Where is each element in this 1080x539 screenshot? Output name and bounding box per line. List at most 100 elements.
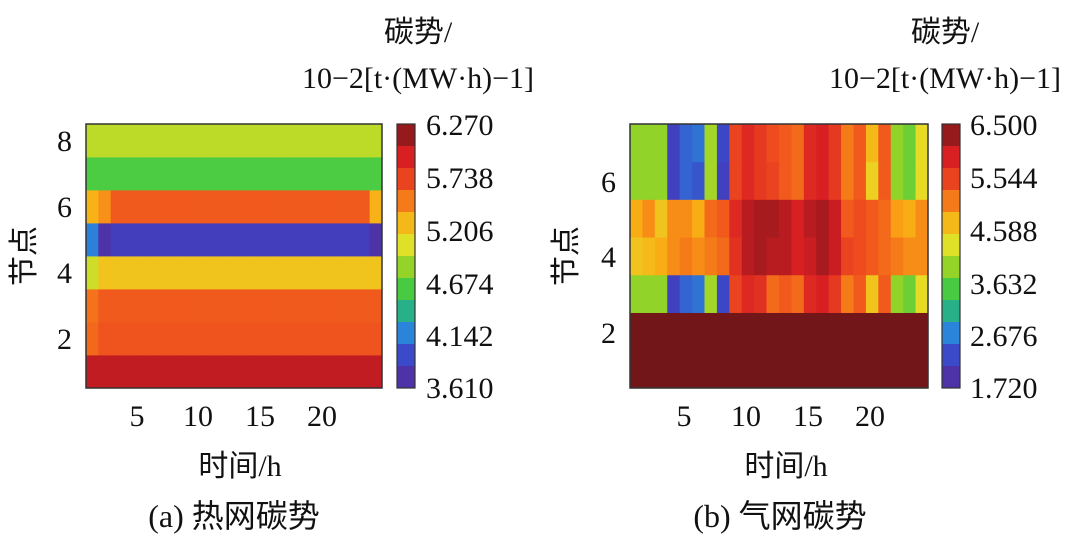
heatmap-cell xyxy=(221,190,235,224)
heatmap-cell xyxy=(345,289,358,323)
heatmap-cell xyxy=(630,350,643,389)
heatmap-cell xyxy=(716,199,730,238)
panel-b-y-ticks: 2 4 6 xyxy=(601,166,616,350)
heatmap-cell xyxy=(86,223,99,257)
heatmap-cell xyxy=(692,199,705,238)
heatmap-cell xyxy=(741,350,755,389)
heatmap-cell xyxy=(160,289,173,323)
heatmap-cell xyxy=(98,256,112,290)
heatmap-cell xyxy=(729,312,743,351)
heatmap-cell xyxy=(692,161,705,200)
heatmap-cell xyxy=(357,256,371,290)
heatmap-cell xyxy=(234,223,247,257)
heatmap-cell xyxy=(791,161,805,200)
panel-a-y-axis-label: 节点 xyxy=(8,226,41,286)
heatmap-cell xyxy=(828,312,842,351)
heatmap-cell xyxy=(332,190,346,224)
colorbar-segment xyxy=(942,168,960,191)
heatmap-cell xyxy=(172,157,186,191)
heatmap-cell xyxy=(209,124,223,158)
panel-b-colorbar-tick: 5.544 xyxy=(970,162,1038,195)
heatmap-cell xyxy=(308,157,321,191)
heatmap-cell xyxy=(865,124,879,163)
colorbar-segment xyxy=(942,190,960,213)
heatmap-cell xyxy=(283,355,297,389)
heatmap-cell xyxy=(828,161,842,200)
heatmap-cell xyxy=(729,237,743,276)
heatmap-cell xyxy=(209,322,223,356)
colorbar-segment xyxy=(942,322,960,345)
heatmap-cell xyxy=(295,223,309,257)
heatmap-cell xyxy=(667,350,681,389)
heatmap-cell xyxy=(754,274,767,313)
heatmap-cell xyxy=(320,223,334,257)
heatmap-cell xyxy=(160,223,173,257)
panel-a-colorbar-title: 碳势/ xyxy=(384,16,453,49)
panel-b-caption: (b) 气网碳势 xyxy=(693,498,866,534)
heatmap-cell xyxy=(816,312,830,351)
heatmap-cell xyxy=(754,199,767,238)
heatmap-cell xyxy=(779,124,792,163)
heatmap-cell xyxy=(197,256,210,290)
heatmap-cell xyxy=(357,355,371,389)
heatmap-cell xyxy=(332,355,346,389)
heatmap-cell xyxy=(841,237,854,276)
heatmap-cell xyxy=(828,124,842,163)
heatmap-cell xyxy=(828,274,842,313)
heatmap-cell xyxy=(766,161,780,200)
heatmap-cell xyxy=(679,124,693,163)
heatmap-cell xyxy=(816,274,830,313)
heatmap-cell xyxy=(147,190,161,224)
heatmap-cell xyxy=(828,199,842,238)
heatmap-cell xyxy=(828,350,842,389)
heatmap-cell xyxy=(915,199,929,238)
heatmap-cell xyxy=(184,355,198,389)
heatmap-cell xyxy=(320,124,334,158)
heatmap-cell xyxy=(679,199,693,238)
panel-b-colorbar-tick: 1.720 xyxy=(970,372,1038,405)
heatmap-cell xyxy=(679,274,693,313)
heatmap-cell xyxy=(332,124,346,158)
heatmap-cell xyxy=(197,124,210,158)
heatmap-cell xyxy=(234,322,247,356)
heatmap-cell xyxy=(246,289,260,323)
heatmap-cell xyxy=(679,161,693,200)
heatmap-cell xyxy=(791,350,805,389)
panel-b-y-tick: 2 xyxy=(601,317,616,350)
heatmap-cell xyxy=(766,274,780,313)
heatmap-cell xyxy=(779,350,792,389)
heatmap-cell xyxy=(791,199,805,238)
heatmap-cell xyxy=(642,274,656,313)
heatmap-cell xyxy=(271,322,284,356)
heatmap-cell xyxy=(803,124,817,163)
heatmap-cell xyxy=(841,124,854,163)
heatmap-cell xyxy=(221,289,235,323)
heatmap-cell xyxy=(667,161,681,200)
heatmap-cell xyxy=(86,157,99,191)
colorbar-segment xyxy=(397,124,415,147)
heatmap-cell xyxy=(320,190,334,224)
heatmap-cell xyxy=(172,124,186,158)
heatmap-cell xyxy=(878,237,892,276)
heatmap-cell xyxy=(654,312,668,351)
heatmap-cell xyxy=(308,124,321,158)
heatmap-cell xyxy=(160,355,173,389)
heatmap-cell xyxy=(160,124,173,158)
panel-a-colorbar-tick: 5.206 xyxy=(426,215,494,248)
heatmap-cell xyxy=(890,350,904,389)
heatmap-cell xyxy=(320,157,334,191)
heatmap-cell xyxy=(779,199,792,238)
panel-b-x-tick: 10 xyxy=(731,400,761,433)
panel-a-x-ticks: 5 10 15 20 xyxy=(130,400,338,433)
heatmap-cell xyxy=(779,312,792,351)
heatmap-cell xyxy=(865,350,879,389)
heatmap-cell xyxy=(320,256,334,290)
heatmap-cell xyxy=(86,190,99,224)
heatmap-cell xyxy=(890,161,904,200)
heatmap-cell xyxy=(209,355,223,389)
heatmap-cell xyxy=(86,355,99,389)
heatmap-cell xyxy=(110,223,124,257)
heatmap-cell xyxy=(135,223,149,257)
panel-b-x-axis-label: 时间/h xyxy=(744,450,827,483)
heatmap-cell xyxy=(754,312,767,351)
